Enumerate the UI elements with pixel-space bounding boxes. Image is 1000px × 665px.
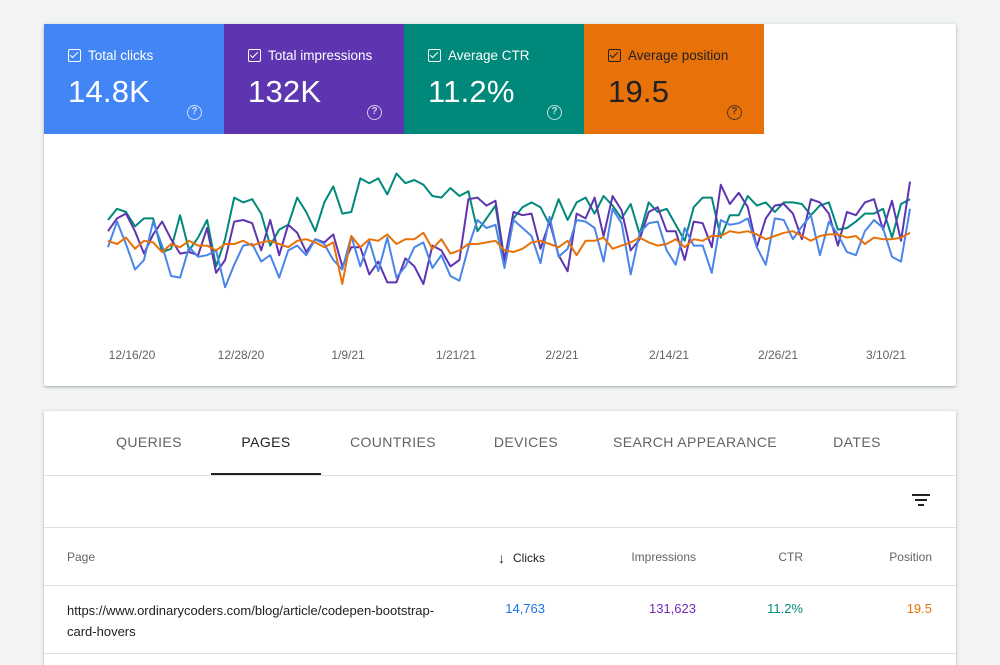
table-header: Page ↓ Clicks Impressions CTR Position — [44, 528, 956, 586]
series-line-0 — [107, 172, 911, 268]
metric-value: 132K — [248, 74, 322, 109]
metric-value: 11.2% — [428, 74, 515, 109]
x-tick-label: 3/10/21 — [866, 348, 906, 362]
performance-card: Total clicks 14.8K ? Total impressions 1… — [44, 24, 956, 386]
x-tick-label: 2/26/21 — [758, 348, 798, 362]
metric-label: Total clicks — [88, 48, 154, 63]
help-icon[interactable]: ? — [547, 105, 562, 120]
line-chart-svg: 12/16/20 12/28/20 1/9/21 1/21/21 2/2/21 2/14/… — [107, 172, 911, 362]
tab-queries[interactable]: QUERIES — [116, 434, 182, 450]
tab-search-appearance[interactable]: SEARCH APPEARANCE — [613, 434, 777, 450]
series-line-3 — [107, 230, 911, 285]
tab-pages[interactable]: PAGES — [211, 411, 321, 475]
performance-chart[interactable]: 12/16/20 12/28/20 1/9/21 1/21/21 2/2/21 2/14/… — [44, 134, 956, 386]
x-axis-ticks: 12/16/20 12/28/20 1/9/21 1/21/21 2/2/21 2/14/… — [109, 348, 907, 362]
metric-value: 14.8K — [68, 74, 151, 109]
cell-ctr: 11.2% — [767, 601, 803, 616]
metric-total-clicks[interactable]: Total clicks 14.8K ? — [44, 24, 224, 134]
metric-label: Average position — [628, 48, 729, 63]
x-tick-label: 12/16/20 — [109, 348, 156, 362]
metric-value: 19.5 — [608, 74, 670, 109]
column-header-clicks[interactable]: ↓ Clicks — [498, 550, 545, 566]
x-tick-label: 1/9/21 — [331, 348, 365, 362]
checkbox-icon[interactable] — [248, 49, 261, 62]
series-layer — [107, 172, 911, 289]
column-header-impressions[interactable]: Impressions — [631, 550, 696, 564]
tab-devices[interactable]: DEVICES — [493, 434, 559, 450]
help-icon[interactable]: ? — [187, 105, 202, 120]
series-line-1 — [107, 181, 911, 285]
series-line-2 — [107, 207, 911, 289]
cell-clicks: 14,763 — [505, 601, 545, 616]
x-tick-label: 12/28/20 — [218, 348, 265, 362]
table-row[interactable]: https://www.ordinarycoders.com/blog/arti… — [44, 586, 956, 654]
cell-page-url[interactable]: https://www.ordinarycoders.com/blog/arti… — [67, 603, 435, 639]
checkbox-icon[interactable] — [68, 49, 81, 62]
tab-dates[interactable]: DATES — [833, 434, 881, 450]
metric-label: Total impressions — [268, 48, 373, 63]
column-header-ctr[interactable]: CTR — [778, 550, 803, 564]
filter-row — [44, 476, 956, 528]
dimension-table-card: QUERIES PAGES COUNTRIES DEVICES SEARCH A… — [44, 411, 956, 665]
dimension-tabs: QUERIES PAGES COUNTRIES DEVICES SEARCH A… — [44, 411, 956, 476]
sort-arrow-down-icon: ↓ — [498, 550, 505, 566]
checkbox-icon[interactable] — [608, 49, 621, 62]
tab-countries[interactable]: COUNTRIES — [349, 434, 437, 450]
column-header-position[interactable]: Position — [889, 550, 932, 564]
column-header-page: Page — [67, 550, 96, 564]
metric-total-impressions[interactable]: Total impressions 132K ? — [224, 24, 404, 134]
x-tick-label: 2/14/21 — [649, 348, 689, 362]
metric-tiles: Total clicks 14.8K ? Total impressions 1… — [44, 24, 764, 134]
cell-impressions: 131,623 — [649, 601, 696, 616]
help-icon[interactable]: ? — [367, 105, 382, 120]
metric-average-ctr[interactable]: Average CTR 11.2% ? — [404, 24, 584, 134]
help-icon[interactable]: ? — [727, 105, 742, 120]
x-tick-label: 2/2/21 — [545, 348, 579, 362]
metric-average-position[interactable]: Average position 19.5 ? — [584, 24, 764, 134]
x-tick-label: 1/21/21 — [436, 348, 476, 362]
cell-position: 19.5 — [906, 601, 932, 616]
checkbox-icon[interactable] — [428, 49, 441, 62]
metric-label: Average CTR — [448, 48, 530, 63]
filter-icon[interactable] — [912, 493, 930, 507]
